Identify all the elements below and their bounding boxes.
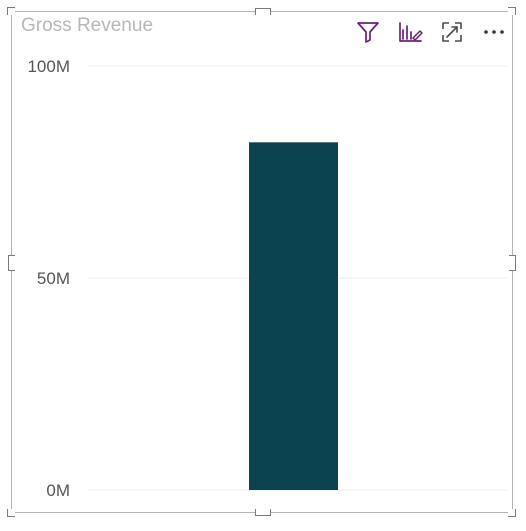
resize-handle-top-right[interactable] — [508, 7, 516, 15]
focus-mode-icon[interactable] — [439, 19, 465, 45]
focus-mode-icon[interactable] — [438, 18, 466, 46]
filter-icon[interactable] — [355, 19, 381, 45]
resize-handle-bottom[interactable] — [255, 509, 271, 516]
analytics-icon[interactable] — [396, 18, 424, 46]
analytics-icon[interactable] — [396, 18, 424, 46]
resize-handle-right[interactable] — [509, 255, 516, 271]
resize-handle-left[interactable] — [8, 255, 15, 271]
resize-handle-top-left[interactable] — [7, 7, 15, 15]
visual-title: Gross Revenue — [21, 15, 154, 36]
more-options-icon[interactable] — [480, 18, 508, 46]
visual-container[interactable] — [11, 11, 513, 513]
more-options-icon[interactable] — [480, 18, 508, 46]
resize-handle-bottom-left[interactable] — [7, 509, 15, 517]
filter-icon[interactable] — [354, 18, 382, 46]
resize-handle-bottom-right[interactable] — [508, 509, 516, 517]
resize-handle-top[interactable] — [255, 8, 271, 15]
